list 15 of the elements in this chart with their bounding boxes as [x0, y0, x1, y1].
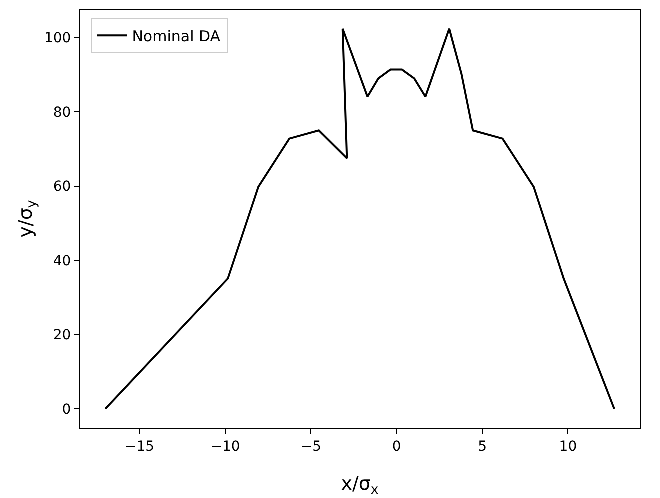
x-tick-label: 5	[478, 438, 487, 455]
y-tick-label: 20	[53, 328, 72, 344]
y-tick-label: 100	[44, 30, 72, 47]
y-tick-label: 40	[53, 253, 72, 270]
legend-label: Nominal DA	[132, 27, 222, 46]
x-axis-title: x/σ$_{x}$	[341, 473, 379, 498]
x-tick-label: −10	[210, 438, 240, 455]
line-series	[104, 28, 616, 410]
y-tick-label: 60	[53, 179, 72, 196]
x-tick-label: −15	[125, 438, 155, 455]
x-tick-label: −5	[300, 438, 322, 455]
y-tick-label: 80	[53, 104, 72, 121]
x-tick-label: 0	[392, 438, 402, 455]
y-tick-label: 0	[62, 402, 72, 418]
x-tick-label: 10	[559, 438, 578, 455]
